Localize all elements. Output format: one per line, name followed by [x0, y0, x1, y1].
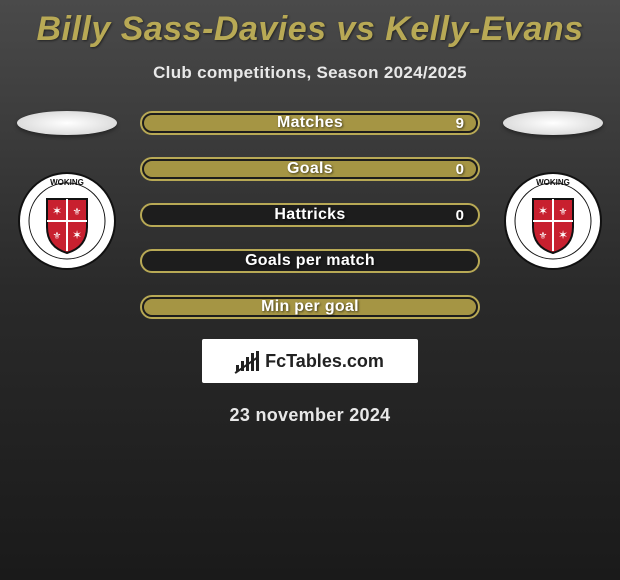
- svg-text:✶: ✶: [558, 228, 568, 242]
- right-club-crest: WOKING ✶ ⚜ ⚜ ✶: [503, 171, 603, 271]
- svg-text:⚜: ⚜: [559, 207, 568, 218]
- left-club-crest: WOKING ✶ ⚜ ⚜ ✶: [17, 171, 117, 271]
- left-player-col: WOKING ✶ ⚜ ⚜ ✶: [12, 111, 122, 271]
- stat-label: Hattricks: [274, 206, 345, 224]
- stat-bar-matches: Matches 9: [140, 111, 480, 135]
- stat-bar-min-per-goal: Min per goal: [140, 295, 480, 319]
- stat-label: Goals per match: [245, 252, 375, 270]
- stat-bar-goals: Goals 0: [140, 157, 480, 181]
- stat-label: Min per goal: [261, 298, 359, 316]
- logo-bars-icon: [236, 351, 259, 371]
- right-player-col: WOKING ✶ ⚜ ⚜ ✶: [498, 111, 608, 271]
- stat-label: Goals: [287, 160, 333, 178]
- stat-bar-hattricks: Hattricks 0: [140, 203, 480, 227]
- stat-value: 0: [456, 207, 464, 224]
- stats-column: Matches 9 Goals 0 Hattricks 0 Goals per …: [140, 111, 480, 319]
- crest-text-top: WOKING: [50, 178, 84, 187]
- stat-bar-goals-per-match: Goals per match: [140, 249, 480, 273]
- svg-text:⚜: ⚜: [73, 207, 82, 218]
- left-avatar-placeholder: [17, 111, 117, 135]
- svg-text:✶: ✶: [538, 204, 548, 218]
- subtitle: Club competitions, Season 2024/2025: [0, 63, 620, 83]
- source-logo: FcTables.com: [202, 339, 418, 383]
- page-title: Billy Sass-Davies vs Kelly-Evans: [0, 0, 620, 49]
- comparison-row: WOKING ✶ ⚜ ⚜ ✶ Matches 9 Goals 0 Hattric…: [0, 111, 620, 319]
- svg-text:✶: ✶: [52, 204, 62, 218]
- svg-text:⚜: ⚜: [539, 231, 548, 242]
- stat-value: 0: [456, 161, 464, 178]
- svg-text:⚜: ⚜: [53, 231, 62, 242]
- date-label: 23 november 2024: [0, 405, 620, 426]
- right-avatar-placeholder: [503, 111, 603, 135]
- svg-text:✶: ✶: [72, 228, 82, 242]
- logo-text: FcTables.com: [265, 351, 384, 372]
- crest-text-top: WOKING: [536, 178, 570, 187]
- stat-value: 9: [456, 115, 464, 132]
- stat-label: Matches: [277, 114, 343, 132]
